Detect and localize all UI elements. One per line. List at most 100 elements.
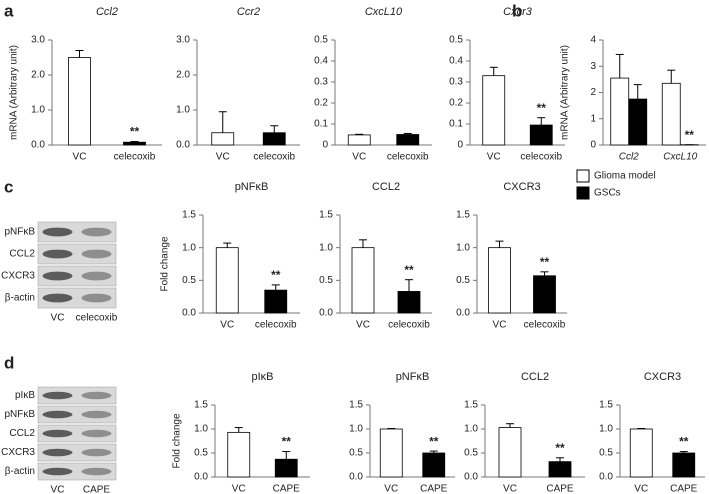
bar bbox=[672, 452, 696, 478]
blot-band bbox=[81, 467, 112, 476]
y-axis-label: mRNA (Arbitrary unit) bbox=[9, 45, 20, 140]
bar bbox=[533, 275, 556, 314]
blot-band bbox=[81, 448, 112, 457]
y-tick-label: 0.3 bbox=[449, 77, 463, 88]
bar bbox=[262, 132, 286, 146]
y-tick-label: 0.3 bbox=[314, 77, 328, 88]
x-tick-label: Ccl2 bbox=[619, 152, 639, 163]
y-tick-label: 1.0 bbox=[31, 105, 45, 116]
chart-title: CXCR3 bbox=[644, 371, 681, 383]
blot-band bbox=[42, 448, 73, 457]
x-tick-label: celecoxib bbox=[520, 152, 562, 163]
y-tick-label: 1.5 bbox=[456, 210, 470, 221]
y-tick-label: 1.0 bbox=[349, 424, 363, 435]
x-tick-label: celecoxib bbox=[387, 152, 429, 163]
x-tick-label: CxcL10 bbox=[663, 152, 697, 163]
y-tick-label: 0.0 bbox=[456, 308, 470, 319]
x-tick-label: CAPE bbox=[670, 484, 698, 494]
blot-row-label: β-actin bbox=[5, 466, 35, 477]
blot-row bbox=[37, 265, 117, 287]
blot-band bbox=[42, 271, 73, 281]
y-tick-label: 0.0 bbox=[194, 472, 208, 483]
y-tick-label: 0.0 bbox=[464, 472, 478, 483]
y-tick-label: 1.5 bbox=[599, 400, 613, 411]
blot-row-label: pNFκB bbox=[4, 227, 35, 238]
blot-row bbox=[37, 443, 117, 462]
y-tick-label: 0 bbox=[457, 140, 463, 151]
y-tick-label: 0.5 bbox=[449, 35, 463, 46]
y-tick-label: 0.5 bbox=[464, 448, 478, 459]
blot-band bbox=[81, 227, 112, 237]
blot-row bbox=[37, 287, 117, 309]
blot-lane-label: celecoxib bbox=[76, 313, 118, 324]
blot-band bbox=[81, 293, 112, 303]
blot-lane-label: VC bbox=[51, 313, 65, 324]
bar bbox=[610, 77, 630, 146]
panel-label: b bbox=[512, 1, 522, 20]
blot-lane-label: CAPE bbox=[83, 485, 111, 494]
bar bbox=[396, 134, 420, 146]
bar bbox=[628, 98, 648, 146]
bar bbox=[211, 132, 235, 146]
significance-label: ** bbox=[555, 441, 565, 455]
y-tick-label: 4 bbox=[590, 35, 596, 46]
y-tick-label: 0.5 bbox=[349, 448, 363, 459]
chart-title: CCL2 bbox=[521, 371, 549, 383]
y-tick-label: 0.2 bbox=[449, 98, 463, 109]
chart-title: pNFκB bbox=[396, 371, 430, 383]
x-tick-label: VC bbox=[634, 484, 648, 494]
blot-band bbox=[42, 249, 73, 259]
y-tick-label: 1.5 bbox=[349, 400, 363, 411]
blot-band bbox=[42, 391, 73, 400]
y-axis-label: Fold change bbox=[160, 236, 171, 291]
bar bbox=[488, 247, 511, 314]
blot-band bbox=[42, 429, 73, 438]
y-tick-label: 0.0 bbox=[31, 140, 45, 151]
x-tick-label: VC bbox=[487, 152, 501, 163]
x-tick-label: celecoxib bbox=[524, 320, 566, 331]
chart-title: CxcL10 bbox=[365, 6, 403, 18]
y-tick-label: 1.5 bbox=[319, 210, 333, 221]
y-tick-label: 0.0 bbox=[349, 472, 363, 483]
y-tick-label: 1 bbox=[590, 113, 596, 124]
y-tick-label: 0.5 bbox=[319, 275, 333, 286]
x-tick-label: CAPE bbox=[273, 484, 301, 494]
y-tick-label: 0 bbox=[322, 140, 328, 151]
blot-row bbox=[37, 386, 117, 405]
x-tick-label: VC bbox=[216, 152, 230, 163]
significance-label: ** bbox=[685, 128, 695, 142]
y-tick-label: 1.0 bbox=[194, 424, 208, 435]
bar bbox=[498, 427, 522, 478]
blot-lane-label: VC bbox=[51, 485, 65, 494]
y-tick-label: 1.0 bbox=[182, 242, 196, 253]
blot-row bbox=[37, 405, 117, 424]
y-tick-label: 0.0 bbox=[176, 140, 190, 151]
significance-label: ** bbox=[404, 263, 414, 277]
legend-label: GSCs bbox=[594, 188, 621, 199]
bar bbox=[123, 141, 146, 146]
y-tick-label: 0.5 bbox=[456, 275, 470, 286]
blot-row-label: CXCR3 bbox=[1, 447, 35, 458]
significance-label: ** bbox=[130, 125, 140, 139]
blot-row bbox=[37, 243, 117, 265]
bar bbox=[227, 431, 251, 478]
y-tick-label: 0.1 bbox=[314, 119, 328, 130]
blot-row-label: CCL2 bbox=[9, 428, 35, 439]
y-tick-label: 0.2 bbox=[314, 98, 328, 109]
y-tick-label: 0.5 bbox=[182, 275, 196, 286]
bar bbox=[548, 461, 572, 478]
blot-band bbox=[42, 410, 73, 419]
panel-label: c bbox=[4, 177, 13, 196]
x-tick-label: VC bbox=[384, 484, 398, 494]
y-tick-label: 1.0 bbox=[599, 424, 613, 435]
panel-label: d bbox=[4, 353, 14, 372]
blot-band bbox=[42, 293, 73, 303]
y-tick-label: 0.0 bbox=[182, 308, 196, 319]
y-tick-label: 0.4 bbox=[314, 56, 328, 67]
x-tick-label: CAPE bbox=[420, 484, 448, 494]
y-tick-label: 2.0 bbox=[176, 70, 190, 81]
y-tick-label: 0.1 bbox=[449, 119, 463, 130]
y-tick-label: 1.0 bbox=[456, 242, 470, 253]
blot-row-label: CXCR3 bbox=[1, 271, 35, 282]
blot-row-label: CCL2 bbox=[9, 249, 35, 260]
